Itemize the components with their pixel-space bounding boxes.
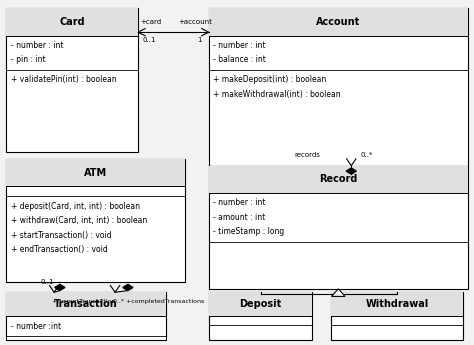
Bar [6, 159, 185, 282]
Bar [6, 292, 166, 340]
Bar [6, 8, 138, 152]
Bar [6, 159, 185, 186]
Text: - balance : int: - balance : int [213, 56, 266, 65]
Text: + validatePin(int) : boolean: + validatePin(int) : boolean [11, 75, 117, 84]
Bar [209, 166, 468, 289]
Text: +account: +account [178, 19, 212, 24]
Text: Transaction: Transaction [55, 299, 118, 309]
Polygon shape [332, 289, 345, 296]
Text: ATM: ATM [84, 168, 107, 177]
Bar [6, 8, 138, 36]
Text: - number : int: - number : int [213, 41, 266, 50]
Text: Card: Card [59, 17, 85, 27]
Text: + deposit(Card, int, int) : boolean: + deposit(Card, int, int) : boolean [11, 202, 140, 211]
Text: Account: Account [316, 17, 360, 27]
Text: Record: Record [319, 174, 357, 184]
Bar [331, 292, 463, 340]
Text: Withdrawal: Withdrawal [365, 299, 429, 309]
Text: + startTransaction() : void: + startTransaction() : void [11, 230, 111, 240]
Text: - timeStamp : long: - timeStamp : long [213, 227, 285, 236]
Polygon shape [123, 284, 133, 290]
Text: + makeWithdrawal(int) : boolean: + makeWithdrawal(int) : boolean [213, 90, 341, 99]
Bar [209, 292, 312, 340]
Text: +currentTransaction: +currentTransaction [52, 298, 116, 304]
Bar [331, 292, 463, 316]
Text: 1: 1 [197, 38, 201, 43]
Text: - amount : int: - amount : int [213, 213, 266, 222]
Text: - number : int: - number : int [213, 198, 266, 207]
Text: + makeDeposit(int) : boolean: + makeDeposit(int) : boolean [213, 75, 327, 84]
Bar [209, 292, 312, 316]
Bar [209, 8, 468, 166]
Text: - pin : int: - pin : int [11, 56, 46, 65]
Text: - number : int: - number : int [11, 41, 64, 50]
Text: +card: +card [140, 19, 162, 24]
Text: records: records [295, 152, 320, 158]
Polygon shape [55, 284, 65, 290]
Bar [209, 166, 468, 193]
Bar [6, 292, 166, 316]
Text: + endTransaction() : void: + endTransaction() : void [11, 245, 108, 254]
Text: + withdraw(Card, int, int) : boolean: + withdraw(Card, int, int) : boolean [11, 216, 147, 225]
Text: 0..1: 0..1 [41, 279, 55, 285]
Text: 0..* +completedTransactions: 0..* +completedTransactions [113, 298, 204, 304]
Bar [209, 8, 468, 36]
Text: Deposit: Deposit [239, 299, 282, 309]
Text: 0..1: 0..1 [143, 38, 156, 43]
Text: - number :int: - number :int [11, 322, 61, 331]
Polygon shape [346, 168, 356, 174]
Text: 0..*: 0..* [361, 152, 373, 158]
